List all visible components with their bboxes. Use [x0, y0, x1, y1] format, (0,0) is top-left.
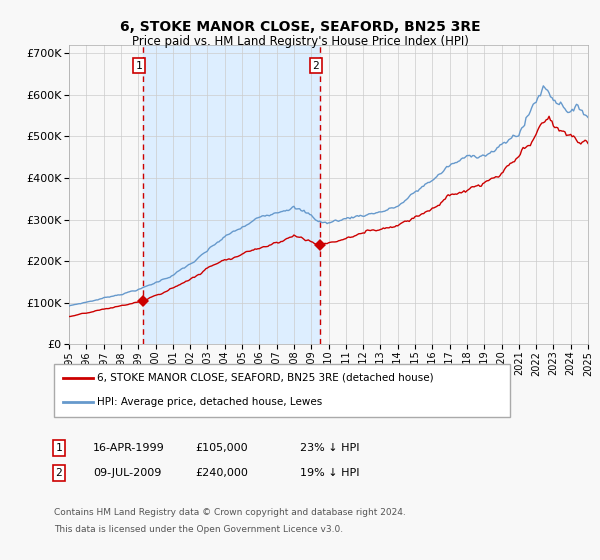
Text: 6, STOKE MANOR CLOSE, SEAFORD, BN25 3RE: 6, STOKE MANOR CLOSE, SEAFORD, BN25 3RE: [119, 20, 481, 34]
Text: This data is licensed under the Open Government Licence v3.0.: This data is licensed under the Open Gov…: [54, 525, 343, 534]
Text: 1: 1: [136, 60, 142, 71]
Text: 23% ↓ HPI: 23% ↓ HPI: [300, 443, 359, 453]
Text: Contains HM Land Registry data © Crown copyright and database right 2024.: Contains HM Land Registry data © Crown c…: [54, 508, 406, 517]
Bar: [143, 45, 320, 344]
Text: 16-APR-1999: 16-APR-1999: [93, 443, 165, 453]
Text: HPI: Average price, detached house, Lewes: HPI: Average price, detached house, Lewe…: [97, 396, 322, 407]
Text: 2: 2: [313, 60, 319, 71]
Text: £240,000: £240,000: [195, 468, 248, 478]
Text: 09-JUL-2009: 09-JUL-2009: [93, 468, 161, 478]
Text: 2: 2: [55, 468, 62, 478]
Text: £105,000: £105,000: [195, 443, 248, 453]
Text: 1: 1: [55, 443, 62, 453]
Text: 19% ↓ HPI: 19% ↓ HPI: [300, 468, 359, 478]
Text: 6, STOKE MANOR CLOSE, SEAFORD, BN25 3RE (detached house): 6, STOKE MANOR CLOSE, SEAFORD, BN25 3RE …: [97, 373, 434, 383]
Text: Price paid vs. HM Land Registry's House Price Index (HPI): Price paid vs. HM Land Registry's House …: [131, 35, 469, 48]
